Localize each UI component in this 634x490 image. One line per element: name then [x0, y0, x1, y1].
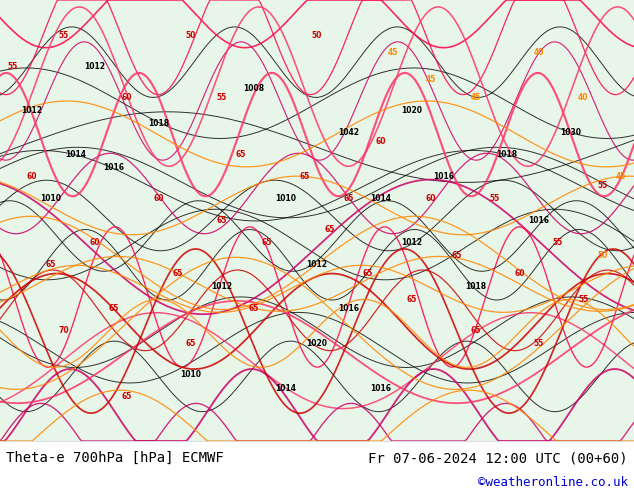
- Text: 1010: 1010: [179, 370, 201, 379]
- Text: 55: 55: [597, 181, 607, 190]
- Text: 45: 45: [426, 75, 436, 84]
- Text: 1012: 1012: [211, 282, 233, 291]
- Text: 60: 60: [90, 238, 100, 247]
- Text: 55: 55: [8, 62, 18, 71]
- Text: 50: 50: [185, 31, 195, 40]
- Text: 1020: 1020: [306, 340, 328, 348]
- Text: 45: 45: [388, 49, 398, 57]
- Text: ©weatheronline.co.uk: ©weatheronline.co.uk: [477, 476, 628, 489]
- Text: 60: 60: [375, 137, 385, 146]
- Text: 55: 55: [489, 194, 500, 203]
- Text: 65: 65: [46, 260, 56, 269]
- Text: 1018: 1018: [496, 150, 518, 159]
- Text: 65: 65: [470, 326, 481, 335]
- Text: Fr 07-06-2024 12:00 UTC (00+60): Fr 07-06-2024 12:00 UTC (00+60): [368, 451, 628, 465]
- Text: 65: 65: [122, 392, 132, 401]
- Text: 60: 60: [122, 93, 132, 101]
- Text: 65: 65: [249, 304, 259, 313]
- Text: 65: 65: [363, 269, 373, 278]
- Text: 55: 55: [534, 340, 544, 348]
- Text: 45: 45: [616, 172, 626, 181]
- Text: 50: 50: [597, 251, 607, 260]
- Text: 50: 50: [312, 31, 322, 40]
- Text: 60: 60: [27, 172, 37, 181]
- Text: 65: 65: [325, 225, 335, 234]
- Text: 1012: 1012: [401, 238, 423, 247]
- Text: 1012: 1012: [84, 62, 106, 71]
- Text: 40: 40: [578, 93, 588, 101]
- Text: 70: 70: [58, 326, 68, 335]
- Text: 1020: 1020: [401, 106, 423, 115]
- Text: 1016: 1016: [338, 304, 359, 313]
- Text: 1016: 1016: [433, 172, 455, 181]
- Text: 65: 65: [217, 216, 227, 225]
- Text: 55: 55: [217, 93, 227, 101]
- Text: 1016: 1016: [103, 163, 125, 172]
- Text: 1016: 1016: [370, 384, 391, 392]
- Text: 1016: 1016: [528, 216, 550, 225]
- Text: 1012: 1012: [21, 106, 42, 115]
- Text: Theta-e 700hPa [hPa] ECMWF: Theta-e 700hPa [hPa] ECMWF: [6, 451, 224, 465]
- Text: 55: 55: [553, 238, 563, 247]
- Text: 55: 55: [58, 31, 68, 40]
- Text: 65: 65: [344, 194, 354, 203]
- Text: 1014: 1014: [370, 194, 391, 203]
- Text: 65: 65: [299, 172, 309, 181]
- Text: 40: 40: [534, 49, 544, 57]
- Text: 1018: 1018: [465, 282, 486, 291]
- Text: 1008: 1008: [243, 84, 264, 93]
- Text: 65: 65: [109, 304, 119, 313]
- Text: 1014: 1014: [275, 384, 296, 392]
- Text: 55: 55: [578, 295, 588, 304]
- Text: 60: 60: [515, 269, 525, 278]
- FancyBboxPatch shape: [0, 0, 634, 441]
- Text: 1030: 1030: [560, 128, 581, 137]
- Text: 60: 60: [426, 194, 436, 203]
- Text: 60: 60: [153, 194, 164, 203]
- Text: 65: 65: [185, 340, 195, 348]
- Text: 1014: 1014: [65, 150, 87, 159]
- Text: 65: 65: [407, 295, 417, 304]
- Text: 1010: 1010: [40, 194, 61, 203]
- Text: 1010: 1010: [275, 194, 296, 203]
- Text: 1018: 1018: [148, 119, 169, 128]
- Text: 1042: 1042: [338, 128, 359, 137]
- Text: 65: 65: [172, 269, 183, 278]
- Text: 65: 65: [451, 251, 462, 260]
- Text: 1012: 1012: [306, 260, 328, 269]
- Text: 45: 45: [470, 93, 481, 101]
- Text: 65: 65: [261, 238, 271, 247]
- Text: 65: 65: [236, 150, 246, 159]
